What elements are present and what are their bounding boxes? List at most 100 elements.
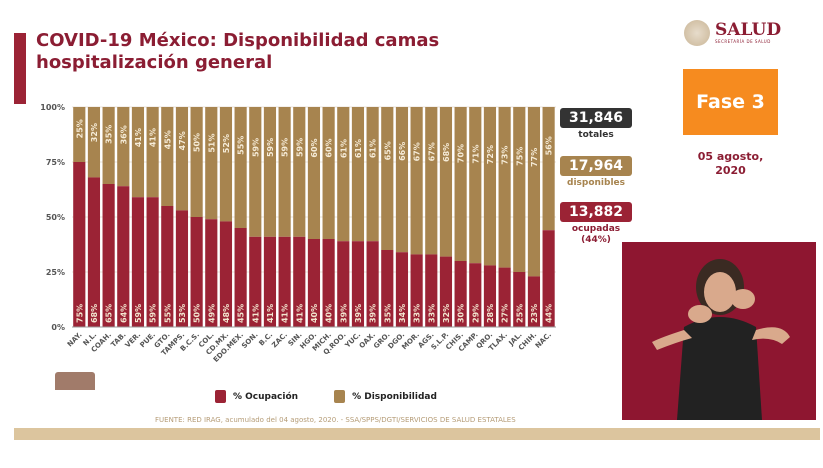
bar-ocupacion	[410, 254, 423, 327]
bar-ocupacion	[469, 263, 482, 327]
stat-occupied: 13,882 ocupadas (44%)	[560, 202, 632, 246]
bar-disponibilidad	[87, 107, 101, 178]
data-label-ocupacion: 30%	[457, 304, 466, 323]
bar-disponibilidad	[410, 107, 423, 255]
stat-total-value: 31,846	[560, 108, 632, 128]
bar-disponibilidad	[337, 107, 350, 242]
data-label-disponibilidad: 77%	[530, 148, 539, 167]
x-category-label: VER.	[124, 331, 143, 350]
bar-disponibilidad	[190, 107, 203, 217]
bar-ocupacion	[131, 197, 145, 327]
y-tick-label: 25%	[46, 268, 65, 277]
bar-disponibilidad	[395, 107, 409, 253]
data-label-disponibilidad: 41%	[134, 128, 143, 147]
data-label-disponibilidad: 47%	[178, 131, 187, 150]
bar-disponibilidad	[469, 107, 482, 264]
bar-disponibilidad	[102, 107, 115, 184]
data-label-ocupacion: 33%	[413, 304, 422, 323]
bar-disponibilidad	[322, 107, 335, 239]
data-label-ocupacion: 59%	[134, 304, 143, 323]
data-label-disponibilidad: 61%	[354, 139, 363, 158]
bar-disponibilidad	[381, 107, 394, 250]
data-label-ocupacion: 68%	[90, 304, 99, 323]
bar-disponibilidad	[219, 107, 233, 222]
data-label-disponibilidad: 75%	[515, 147, 524, 166]
stat-total-label: totales	[578, 130, 614, 140]
data-label-disponibilidad: 50%	[193, 133, 202, 152]
bar-ocupacion	[249, 236, 262, 327]
stacked-bar-chart: 0%25%50%75%100%75%25%NAY.68%32%N.L.65%35…	[40, 103, 556, 364]
data-label-disponibilidad: 59%	[266, 138, 275, 157]
report-date: 05 agosto, 2020	[697, 150, 764, 177]
data-label-disponibilidad: 72%	[486, 145, 495, 164]
bar-ocupacion	[322, 239, 335, 327]
logo-name: SALUD	[715, 20, 782, 40]
stat-available-label: disponibles	[567, 178, 625, 188]
data-label-disponibilidad: 32%	[90, 123, 99, 142]
legend-item-ocupacion: % Ocupación	[215, 390, 298, 403]
data-label-ocupacion: 39%	[354, 304, 363, 323]
legend-item-disponibilidad: % Disponibilidad	[334, 390, 437, 403]
data-label-disponibilidad: 56%	[545, 136, 554, 155]
data-label-disponibilidad: 66%	[398, 142, 407, 161]
data-label-ocupacion: 33%	[427, 304, 436, 323]
data-label-ocupacion: 45%	[237, 304, 246, 323]
data-label-disponibilidad: 65%	[383, 141, 392, 160]
bar-disponibilidad	[73, 107, 86, 162]
data-label-disponibilidad: 35%	[105, 125, 114, 144]
data-label-ocupacion: 41%	[266, 304, 275, 323]
bar-disponibilidad	[307, 107, 321, 239]
bar-disponibilidad	[131, 107, 145, 198]
data-label-ocupacion: 48%	[222, 304, 231, 323]
bar-disponibilidad	[425, 107, 438, 255]
interpreter-figure	[652, 259, 790, 420]
stat-total: 31,846 totales	[560, 108, 632, 141]
bar-ocupacion	[351, 241, 365, 327]
stat-occupied-value: 13,882	[560, 202, 632, 222]
y-tick-label: 100%	[40, 103, 65, 112]
data-label-disponibilidad: 70%	[457, 144, 466, 163]
bar-ocupacion	[527, 276, 541, 327]
stat-available: 17,964 disponibles	[560, 156, 632, 189]
data-label-ocupacion: 27%	[501, 304, 510, 323]
bar-disponibilidad	[513, 107, 526, 272]
data-label-ocupacion: 39%	[369, 304, 378, 323]
bottom-band	[14, 428, 820, 440]
data-label-ocupacion: 64%	[119, 304, 128, 323]
bar-ocupacion	[395, 252, 409, 327]
data-label-disponibilidad: 67%	[413, 142, 422, 161]
salud-logo: SALUD SECRETARÍA DE SALUD	[684, 20, 781, 46]
bar-ocupacion	[234, 228, 247, 327]
bar-disponibilidad	[542, 107, 555, 231]
data-label-disponibilidad: 61%	[369, 139, 378, 158]
bar-disponibilidad	[439, 107, 453, 257]
x-category-label: ZAC.	[270, 331, 289, 350]
bar-disponibilidad	[205, 107, 218, 220]
bar-disponibilidad	[146, 107, 159, 198]
data-label-ocupacion: 41%	[281, 304, 290, 323]
data-label-disponibilidad: 59%	[251, 138, 260, 157]
data-label-ocupacion: 25%	[515, 304, 524, 323]
bar-ocupacion	[161, 206, 174, 327]
bar-ocupacion	[381, 250, 394, 327]
data-label-disponibilidad: 68%	[442, 143, 451, 162]
bar-ocupacion	[278, 236, 291, 327]
data-label-ocupacion: 40%	[310, 304, 319, 323]
y-tick-label: 75%	[46, 158, 65, 167]
bar-ocupacion	[102, 184, 115, 327]
data-label-disponibilidad: 59%	[295, 138, 304, 157]
bar-disponibilidad	[161, 107, 174, 206]
data-label-ocupacion: 39%	[339, 304, 348, 323]
bar-ocupacion	[73, 162, 86, 327]
bar-disponibilidad	[175, 107, 189, 211]
bar-ocupacion	[439, 256, 453, 327]
bar-ocupacion	[219, 221, 233, 327]
data-label-ocupacion: 53%	[178, 304, 187, 323]
data-label-ocupacion: 41%	[295, 304, 304, 323]
data-label-ocupacion: 40%	[325, 304, 334, 323]
sign-language-interpreter-video	[622, 242, 816, 420]
bar-disponibilidad	[263, 107, 277, 237]
bar-ocupacion	[542, 230, 555, 327]
bar-disponibilidad	[483, 107, 497, 266]
emblem-icon	[55, 372, 95, 390]
